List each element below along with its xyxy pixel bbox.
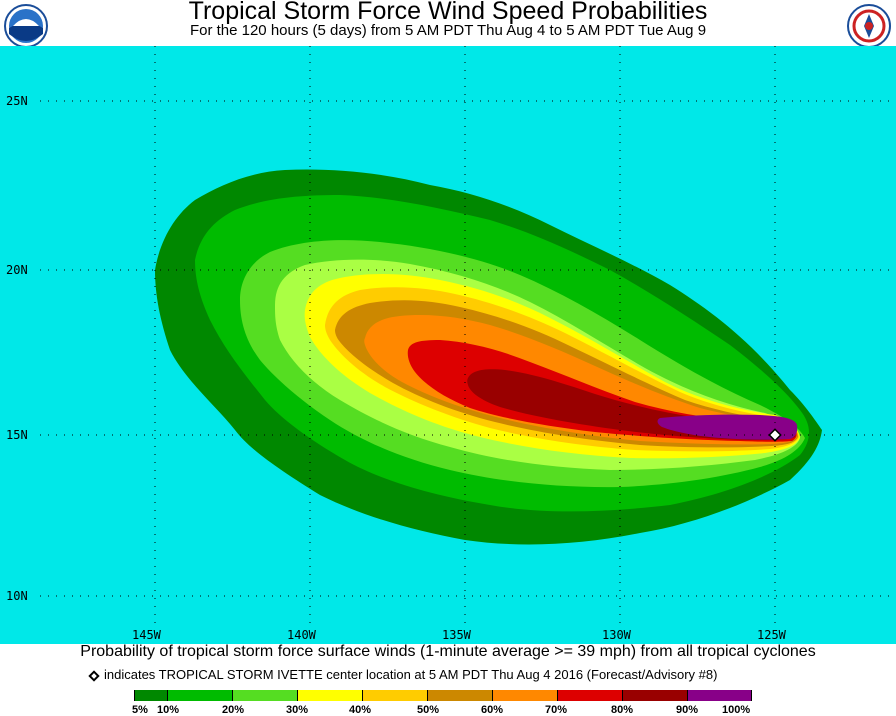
noaa-logo-icon bbox=[4, 4, 48, 48]
legend-swatch-50-60 bbox=[427, 690, 492, 701]
lat-label-10n: 10N bbox=[6, 589, 28, 603]
probability-map bbox=[0, 46, 896, 644]
legend-label-50: 50% bbox=[417, 704, 440, 716]
nws-logo-icon bbox=[847, 4, 891, 48]
page-subtitle: For the 120 hours (5 days) from 5 AM PDT… bbox=[189, 22, 707, 39]
legend-swatch-30-40 bbox=[297, 690, 362, 701]
legend-label-5: 5% bbox=[132, 704, 148, 716]
legend-label-60: 60% bbox=[481, 704, 504, 716]
legend-label-20: 20% bbox=[222, 704, 245, 716]
lon-label-145w: 145W bbox=[132, 628, 161, 642]
legend-label-10: 10% bbox=[157, 704, 180, 716]
map-caption: Probability of tropical storm force surf… bbox=[80, 643, 816, 660]
legend-swatch-60-70 bbox=[492, 690, 557, 701]
probability-contours bbox=[40, 46, 896, 625]
storm-center-note: indicates TROPICAL STORM IVETTE center l… bbox=[104, 667, 718, 682]
legend-swatch-5-10 bbox=[134, 690, 167, 701]
lat-label-20n: 20N bbox=[6, 263, 28, 277]
contour-100pct bbox=[657, 414, 798, 440]
lon-label-130w: 130W bbox=[602, 628, 631, 642]
page-title: Tropical Storm Force Wind Speed Probabil… bbox=[188, 0, 708, 25]
storm-center-marker bbox=[768, 428, 782, 442]
header: Tropical Storm Force Wind Speed Probabil… bbox=[0, 0, 896, 48]
legend-label-70: 70% bbox=[545, 704, 568, 716]
legend-swatch-90-100 bbox=[687, 690, 752, 701]
lat-label-25n: 25N bbox=[6, 94, 28, 108]
legend-label-100: 100% bbox=[722, 704, 751, 716]
lon-label-125w: 125W bbox=[757, 628, 786, 642]
lat-label-15n: 15N bbox=[6, 428, 28, 442]
legend-label-90: 90% bbox=[676, 704, 699, 716]
legend-label-80: 80% bbox=[611, 704, 634, 716]
legend-swatch-40-50 bbox=[362, 690, 427, 701]
diamond-icon bbox=[88, 670, 100, 682]
lat-lon-grid bbox=[40, 46, 896, 625]
legend-label-30: 30% bbox=[286, 704, 309, 716]
lon-label-135w: 135W bbox=[442, 628, 471, 642]
legend-swatch-80-90 bbox=[622, 690, 687, 701]
lon-label-140w: 140W bbox=[287, 628, 316, 642]
legend-swatch-70-80 bbox=[557, 690, 622, 701]
legend-label-40: 40% bbox=[349, 704, 372, 716]
legend-swatch-20-30 bbox=[232, 690, 297, 701]
legend-swatch-10-20 bbox=[167, 690, 232, 701]
